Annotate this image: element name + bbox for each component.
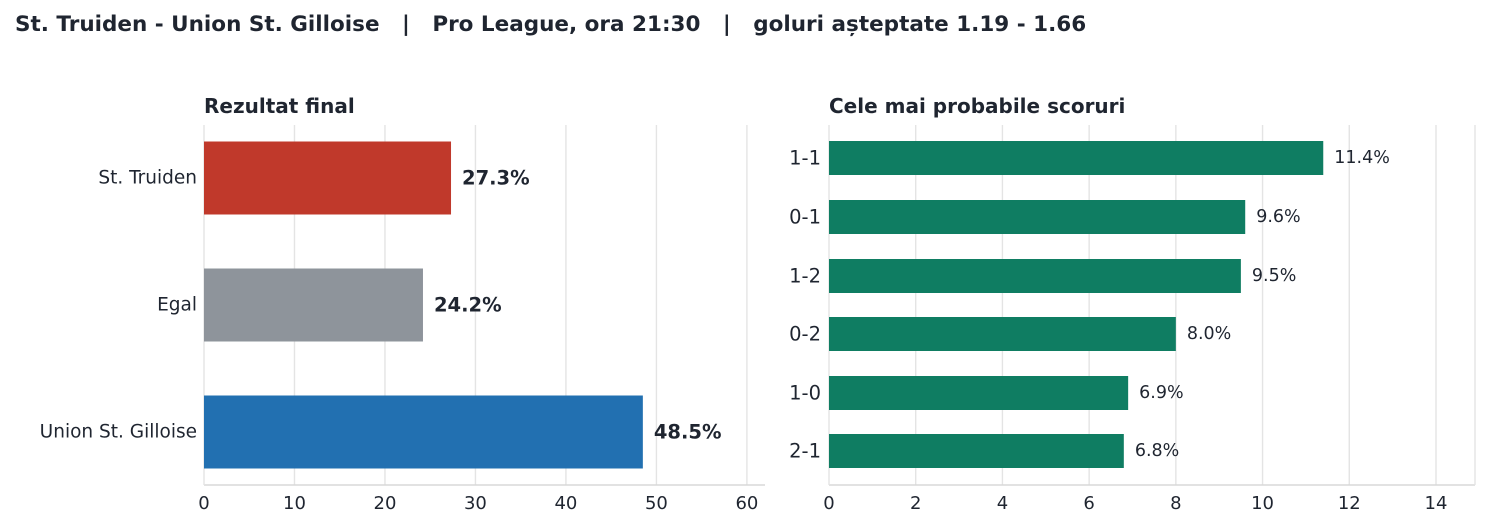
result-x-ticks: 0 10 20 30 40 50 60 xyxy=(198,493,758,514)
x-tick-label: 50 xyxy=(645,493,668,514)
result-panel: Rezultat final 0 10 20 30 40 50 60 St. Truiden 2… xyxy=(40,94,765,514)
score-gridlines xyxy=(915,125,1437,485)
x-tick-label: 30 xyxy=(464,493,487,514)
x-tick-label: 60 xyxy=(735,493,758,514)
score-value-label: 11.4% xyxy=(1334,148,1390,168)
figure-title: St. Truiden - Union St. Gilloise | Pro L… xyxy=(15,12,1087,37)
score-category-label: 1-1 xyxy=(789,147,821,170)
score-value-label: 6.9% xyxy=(1139,383,1183,403)
x-tick-label: 0 xyxy=(198,493,209,514)
result-bar xyxy=(204,268,423,342)
result-panel-title: Rezultat final xyxy=(204,94,355,118)
score-category-label: 0-1 xyxy=(789,206,821,229)
score-category-label: 2-1 xyxy=(789,440,821,463)
result-bar xyxy=(204,395,643,469)
score-bar xyxy=(829,376,1129,410)
result-category-label: Union St. Gilloise xyxy=(40,422,197,443)
result-value-label: 48.5% xyxy=(654,421,722,444)
x-tick-label: 10 xyxy=(283,493,306,514)
x-tick-label: 20 xyxy=(374,493,397,514)
x-tick-label: 10 xyxy=(1251,493,1274,514)
score-value-label: 9.6% xyxy=(1256,207,1300,227)
score-x-ticks: 0 2 4 6 8 10 12 14 xyxy=(823,493,1447,514)
score-value-label: 6.8% xyxy=(1135,441,1179,461)
score-bar xyxy=(829,317,1176,351)
result-value-label: 27.3% xyxy=(462,167,530,190)
x-tick-label: 12 xyxy=(1338,493,1361,514)
score-category-label: 1-0 xyxy=(789,382,821,405)
result-value-label: 24.2% xyxy=(434,294,502,317)
result-category-label: Egal xyxy=(157,295,197,316)
score-bar xyxy=(829,141,1324,175)
x-tick-label: 4 xyxy=(997,493,1008,514)
result-category-label: St. Truiden xyxy=(98,168,197,189)
score-bar xyxy=(829,434,1124,468)
result-bars xyxy=(204,141,643,469)
score-bars xyxy=(829,141,1324,468)
score-bar xyxy=(829,200,1246,234)
x-tick-label: 0 xyxy=(823,493,834,514)
result-bar xyxy=(204,141,452,215)
score-bar xyxy=(829,259,1241,293)
score-category-label: 1-2 xyxy=(789,265,821,288)
x-tick-label: 14 xyxy=(1425,493,1448,514)
x-tick-label: 40 xyxy=(554,493,577,514)
score-category-label: 0-2 xyxy=(789,323,821,346)
scores-panel: Cele mai probabile scoruri 0 2 4 6 8 10 12 14 1-… xyxy=(789,94,1476,514)
scores-panel-title: Cele mai probabile scoruri xyxy=(829,94,1125,118)
x-tick-label: 6 xyxy=(1083,493,1094,514)
x-tick-label: 8 xyxy=(1170,493,1181,514)
score-value-label: 9.5% xyxy=(1252,266,1296,286)
x-tick-label: 2 xyxy=(910,493,921,514)
score-value-label: 8.0% xyxy=(1187,324,1231,344)
